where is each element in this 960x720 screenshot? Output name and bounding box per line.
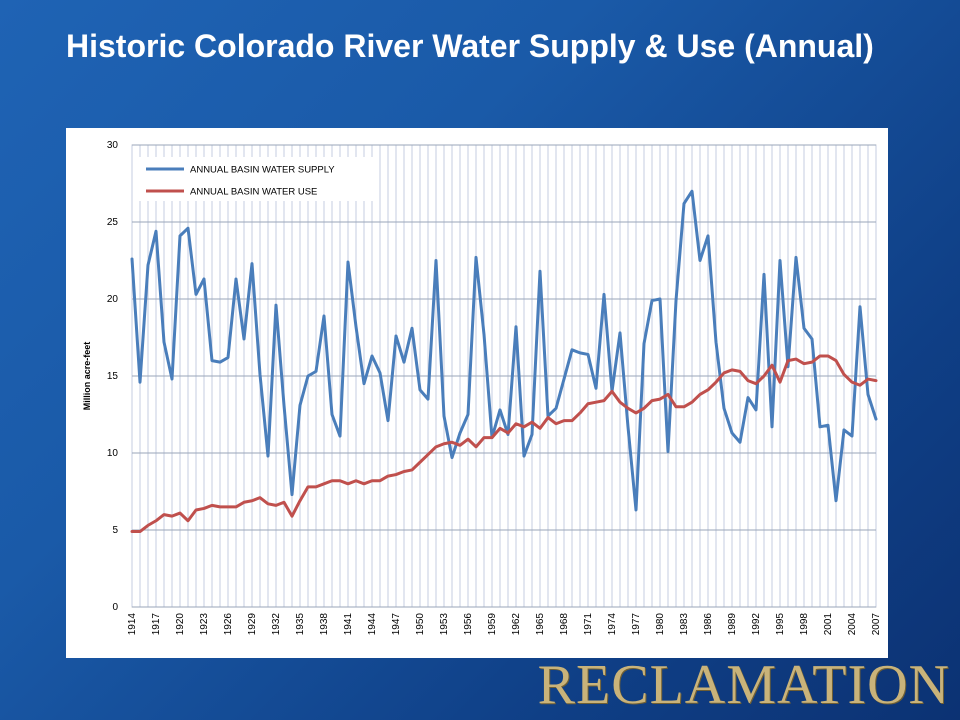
y-tick-label: 0 xyxy=(112,602,118,613)
y-tick-label: 15 xyxy=(107,371,119,382)
legend: ANNUAL BASIN WATER SUPPLY ANNUAL BASIN WA… xyxy=(138,157,374,201)
x-tick-label: 1998 xyxy=(799,613,810,636)
series-lines xyxy=(130,189,878,534)
x-tick-label: 2001 xyxy=(823,613,834,636)
x-tick-label: 1962 xyxy=(511,613,522,636)
x-tick-label: 1983 xyxy=(679,613,690,636)
x-tick-label: 1941 xyxy=(343,613,354,636)
x-tick-label: 1992 xyxy=(751,613,762,636)
x-tick-label: 1926 xyxy=(223,613,234,636)
y-tick-label: 25 xyxy=(107,217,119,228)
x-tick-label: 1914 xyxy=(127,613,138,636)
line-chart: 0 5 10 15 20 25 30 1914 1917 1920 1923 1926 1929 193… xyxy=(82,140,882,636)
x-tick-label: 1938 xyxy=(319,613,330,636)
x-tick-label: 1950 xyxy=(415,613,426,636)
supply-series-line xyxy=(130,189,878,512)
x-tick-label: 1989 xyxy=(727,613,738,636)
y-axis-ticks: 0 5 10 15 20 25 30 xyxy=(107,140,119,613)
x-axis-ticks: 1914 1917 1920 1923 1926 1929 1932 1935 1938 1941… xyxy=(127,613,882,636)
y-tick-label: 5 xyxy=(112,525,118,536)
y-tick-label: 10 xyxy=(107,448,119,459)
x-tick-label: 1932 xyxy=(271,613,282,636)
y-tick-label: 30 xyxy=(107,140,119,151)
y-tick-label: 20 xyxy=(107,294,119,305)
use-series-line xyxy=(130,354,878,534)
x-tick-label: 1923 xyxy=(199,613,210,636)
x-tick-label: 1959 xyxy=(487,613,498,636)
slide-title: Historic Colorado River Water Supply & U… xyxy=(66,28,874,64)
x-tick-label: 1917 xyxy=(151,613,162,636)
x-tick-label: 1929 xyxy=(247,613,258,636)
x-tick-label: 1920 xyxy=(175,613,186,636)
legend-label: ANNUAL BASIN WATER SUPPLY xyxy=(190,165,335,176)
x-tick-label: 1974 xyxy=(607,613,618,636)
x-tick-label: 1995 xyxy=(775,613,786,636)
x-tick-label: 1971 xyxy=(583,613,594,636)
x-tick-label: 1935 xyxy=(295,613,306,636)
x-tick-label: 1968 xyxy=(559,613,570,636)
x-tick-label: 1980 xyxy=(655,613,666,636)
legend-label: ANNUAL BASIN WATER USE xyxy=(190,187,317,198)
y-axis-label: Million acre-feet xyxy=(82,342,92,411)
x-tick-label: 1956 xyxy=(463,613,474,636)
x-tick-label: 1965 xyxy=(535,613,546,636)
legend-box xyxy=(138,157,374,201)
reclamation-logo: RECLAMATION xyxy=(537,654,950,716)
x-tick-label: 2007 xyxy=(871,613,882,636)
x-tick-label: 2004 xyxy=(847,613,858,636)
x-tick-label: 1953 xyxy=(439,613,450,636)
x-tick-label: 1944 xyxy=(367,613,378,636)
x-tick-label: 1986 xyxy=(703,613,714,636)
x-tick-label: 1947 xyxy=(391,613,402,636)
chart-container: 0 5 10 15 20 25 30 1914 1917 1920 1923 1926 1929 193… xyxy=(66,128,888,658)
horizontal-gridlines xyxy=(132,144,876,608)
x-tick-label: 1977 xyxy=(631,613,642,636)
